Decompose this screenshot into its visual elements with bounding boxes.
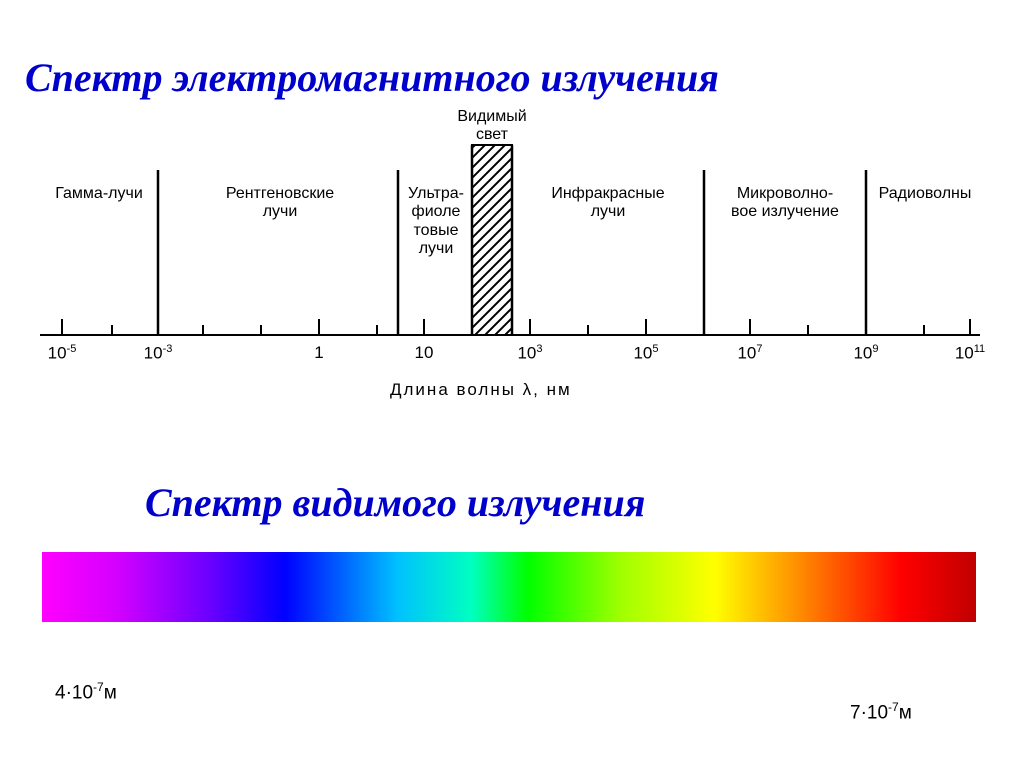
axis-tick-label: 109 [853,343,878,364]
visible-light-label: Видимыйсвет [432,108,552,145]
region-label-radio: Радиоволны [868,185,982,203]
region-label-microwave: Микроволно-вое излучение [706,185,864,222]
axis-title: Длина волны λ, нм [390,380,572,400]
axis-tick-label: 10-3 [144,343,173,364]
region-label-ir: Инфракрасныелучи [518,185,698,222]
em-spectrum-diagram: 10-5 10-3 1 10 103 105 107 109 1011 Длина волны λ… [40,130,1000,430]
axis-tick-label: 105 [633,343,658,364]
region-label-gamma: Гамма-лучи [40,185,158,203]
page-root: Спектр электромагнитного излучения 10-51… [0,0,1024,768]
visible-spectrum-gradient [42,552,976,622]
region-label-xray: Рентгеновскиелучи [175,185,385,222]
axis-tick-label: 107 [737,343,762,364]
title-em-spectrum: Спектр электромагнитного излучения [25,54,719,101]
region-label-uv: Ультра-фиолетовыелучи [400,185,472,259]
title-visible-spectrum: Спектр видимого излучения [145,479,645,526]
visible-range-min-label: 4·10-7м [55,680,117,704]
axis-tick-label: 10 [415,343,434,363]
axis-tick-label: 1 [314,343,323,363]
axis-tick-label: 10-5 [48,343,77,364]
visible-range-max-label: 7·10-7м [850,700,912,724]
axis-tick-label: 1011 [955,343,985,364]
axis-tick-label: 103 [517,343,542,364]
